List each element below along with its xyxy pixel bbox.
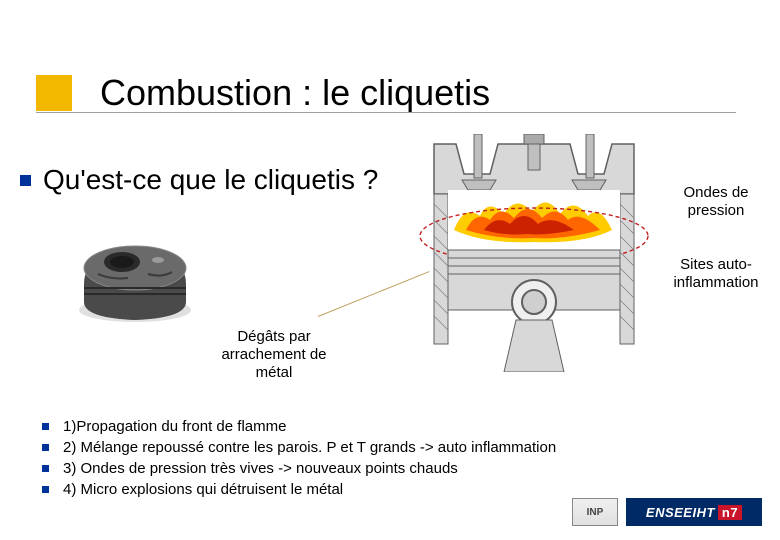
footer-logos: INP ENSEEIHT n7 [572,498,762,526]
logo-enseeiht-text: ENSEEIHT [646,505,715,520]
logo-enseeiht: ENSEEIHT n7 [626,498,762,526]
bullet-square-icon [42,423,49,430]
title-marker-square [36,75,72,111]
list-item: 2) Mélange repoussé contre les parois. P… [42,439,556,456]
process-list: 1)Propagation du front de flamme 2) Méla… [42,418,556,502]
list-item: 3) Ondes de pression très vives -> nouve… [42,460,556,477]
list-text: 1)Propagation du front de flamme [63,418,286,435]
cylinder-diagram [404,134,664,372]
bullet-square-icon [20,175,31,186]
list-item: 4) Micro explosions qui détruisent le mé… [42,481,556,498]
bullet-square-icon [42,486,49,493]
list-text: 4) Micro explosions qui détruisent le mé… [63,481,343,498]
slide-subtitle: Qu'est-ce que le cliquetis ? [43,164,378,196]
slide-title: Combustion : le cliquetis [100,72,490,114]
bullet-square-icon [42,444,49,451]
list-text: 3) Ondes de pression très vives -> nouve… [63,460,458,477]
logo-n7-badge: n7 [718,505,742,520]
title-row: Combustion : le cliquetis [36,72,490,114]
label-degats: Dégâts par arrachement de métal [206,328,342,382]
title-underline [36,112,736,113]
list-text: 2) Mélange repoussé contre les parois. P… [63,439,556,456]
logo-inp: INP [572,498,618,526]
bullet-square-icon [42,465,49,472]
list-item: 1)Propagation du front de flamme [42,418,556,435]
label-sites: Sites auto-inflammation [660,256,772,292]
damaged-piston-image [68,224,202,328]
subtitle-row: Qu'est-ce que le cliquetis ? [20,164,378,196]
label-ondes: Ondes de pression [668,184,764,220]
